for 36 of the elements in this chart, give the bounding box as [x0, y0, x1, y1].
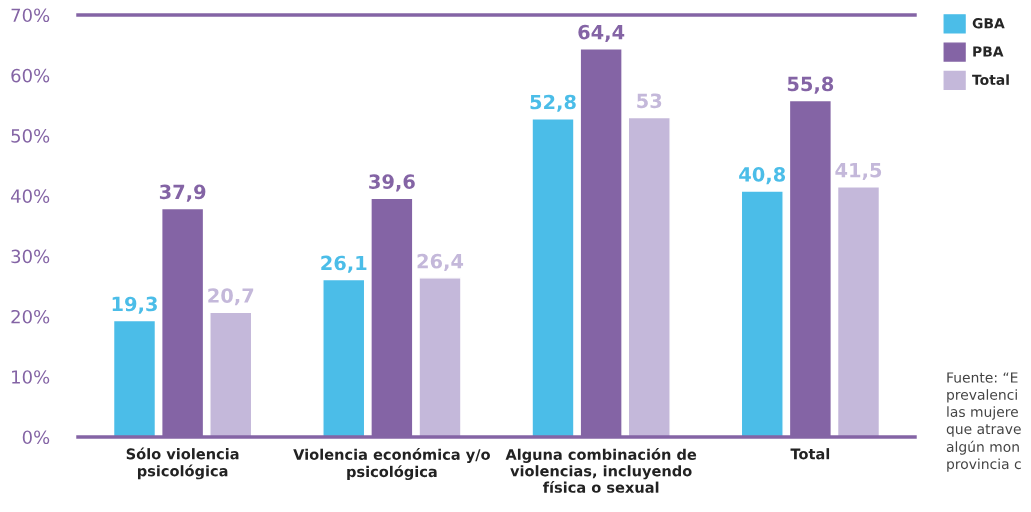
data-label: 55,8: [787, 76, 834, 94]
bar: [531, 117, 575, 437]
data-label: 19,3: [112, 296, 157, 314]
y-tick-label: 70%: [11, 8, 50, 23]
data-label: 41,5: [835, 163, 882, 180]
x-tick-label: Violencia económica y/o psicológica: [293, 448, 490, 481]
data-label: 26,4: [417, 253, 464, 272]
y-tick-label: 40%: [10, 189, 50, 203]
data-label: 53: [637, 93, 662, 109]
source-note: Fuente: “E prevalenci las mujere que atrave algún mon provincia c: [946, 372, 1021, 472]
data-label: 37,9: [159, 184, 206, 202]
bar: [740, 190, 784, 437]
data-label: 40,8: [739, 167, 786, 185]
y-tick-label: 20%: [11, 309, 50, 324]
legend-label: Total: [972, 74, 1009, 86]
bar: [836, 186, 881, 437]
data-label: 26,1: [321, 255, 367, 273]
x-tick-label: Total: [790, 448, 830, 460]
bar: [627, 116, 671, 437]
legend-label: GBA: [972, 18, 1005, 29]
legend-label: PBA: [973, 46, 1004, 57]
x-tick-label: Alguna combinación de violencias, incluyendo física o sexual: [505, 448, 697, 493]
data-label: 52,8: [530, 94, 576, 112]
bar: [322, 278, 366, 437]
y-tick-label: 0%: [22, 430, 50, 445]
bar: [418, 277, 462, 437]
data-label: 20,7: [208, 288, 254, 306]
data-label: 64,4: [578, 24, 625, 42]
y-tick-label: 60%: [11, 68, 50, 83]
y-tick-label: 10%: [12, 370, 50, 384]
y-tick-label: 30%: [11, 249, 50, 264]
y-tick-label: 50%: [11, 129, 50, 143]
x-tick-label: Sólo violencia psicológica: [126, 447, 239, 480]
bar: [112, 319, 157, 437]
data-label: 39,6: [369, 174, 415, 192]
bar: [209, 311, 253, 437]
